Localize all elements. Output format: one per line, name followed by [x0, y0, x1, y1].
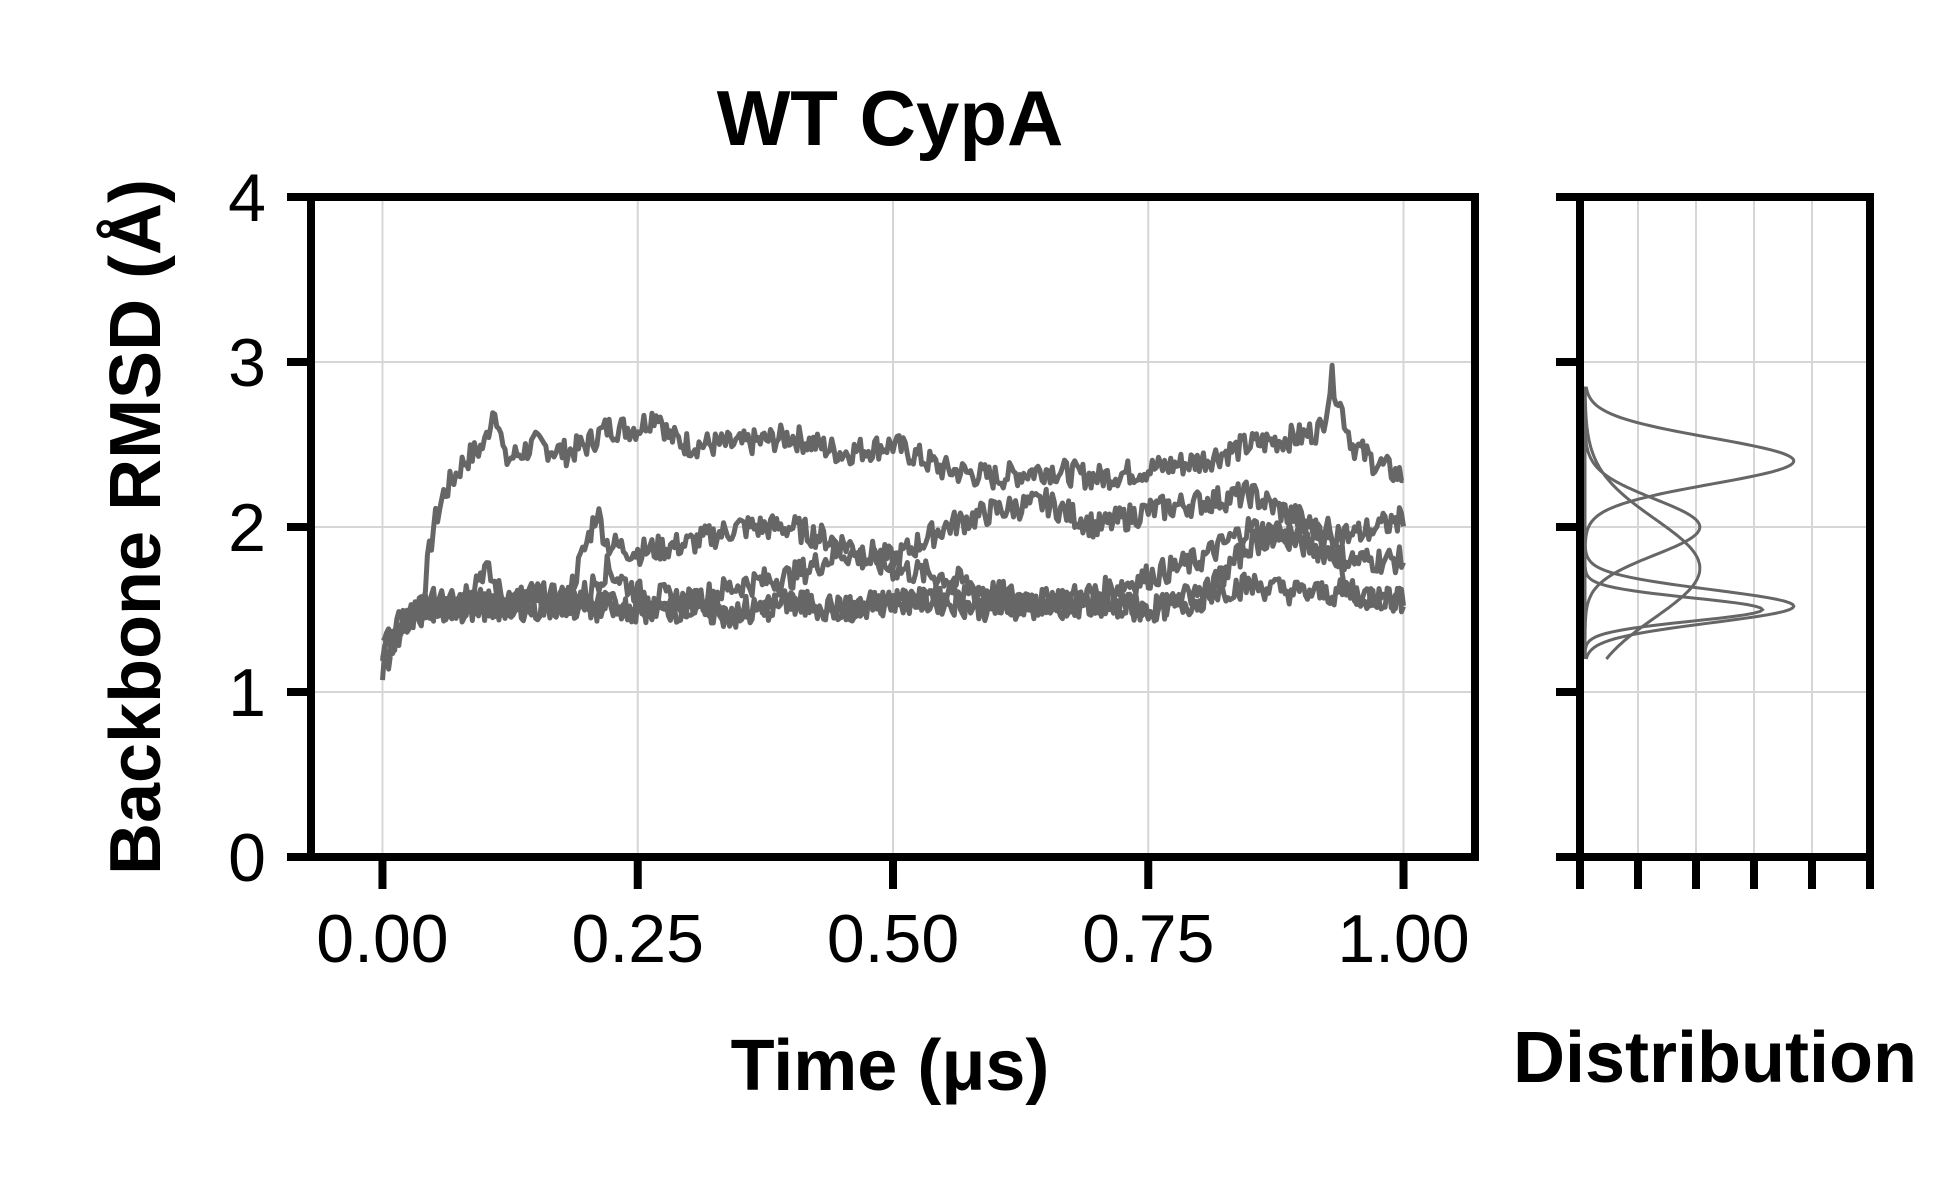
side-plot-ticks — [1556, 193, 1874, 889]
rmsd-trace-4 — [380, 505, 1406, 669]
x-tick-label: 1.00 — [1337, 901, 1469, 977]
main-plot-traces — [380, 362, 1406, 681]
y-axis-label: Backbone RMSD (Å) — [96, 179, 176, 875]
x-tick-label: 0.00 — [316, 901, 448, 977]
chart-title: WT CypA — [717, 74, 1064, 162]
y-tick-label: 1 — [228, 655, 266, 731]
density-curve-4 — [1583, 386, 1702, 659]
main-plot-ticks: 0.00 0.25 0.50 0.75 1.00 0 1 2 3 4 — [228, 160, 1470, 977]
side-x-axis-label: Distribution — [1513, 1018, 1917, 1098]
y-tick-label: 2 — [228, 490, 266, 566]
density-curve-1 — [1583, 386, 1796, 659]
x-axis-label: Time (μs) — [731, 1026, 1050, 1106]
side-plot-curves — [1583, 386, 1796, 660]
y-tick-label: 4 — [228, 160, 266, 236]
rmsd-trace-5 — [380, 571, 1406, 681]
density-curve-5 — [1583, 386, 1702, 660]
y-tick-label: 0 — [228, 820, 266, 896]
y-tick-label: 3 — [228, 325, 266, 401]
x-tick-label: 0.75 — [1082, 901, 1214, 977]
density-curve-2 — [1583, 386, 1796, 660]
x-tick-label: 0.25 — [572, 901, 704, 977]
side-plot-grid — [1579, 196, 1871, 858]
rmsd-trace-1 — [380, 362, 1404, 666]
x-tick-label: 0.50 — [827, 901, 959, 977]
